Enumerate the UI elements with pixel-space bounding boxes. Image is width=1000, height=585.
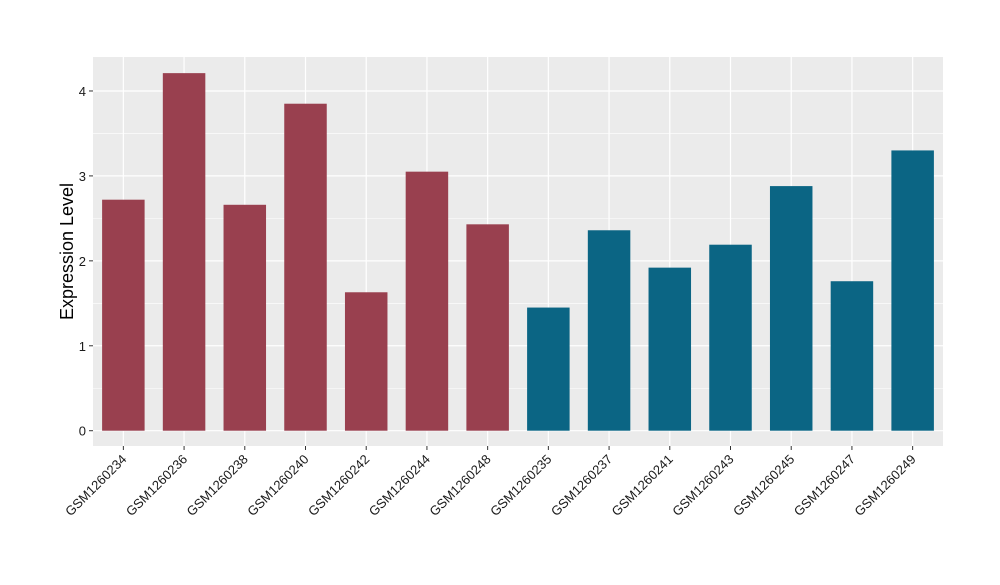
bar-GSM1260243 <box>709 244 752 431</box>
bar-GSM1260238 <box>223 204 267 431</box>
plot-panel <box>93 57 943 446</box>
y-tick-label: 4 <box>79 84 86 99</box>
bar-GSM1260241 <box>648 267 692 431</box>
bar-GSM1260237 <box>587 230 631 431</box>
bar-GSM1260234 <box>102 199 145 431</box>
x-tick-label: GSM1260238 <box>184 452 251 519</box>
y-tick-label: 1 <box>79 339 86 354</box>
x-tick-label: GSM1260242 <box>305 452 372 519</box>
x-tick-label: GSM1260243 <box>669 452 736 519</box>
bar-GSM1260247 <box>830 281 874 431</box>
bar-GSM1260236 <box>162 73 206 431</box>
x-tick-label: GSM1260248 <box>426 452 493 519</box>
bar-GSM1260240 <box>284 103 327 431</box>
bars <box>102 73 934 431</box>
x-tick-label: GSM1260240 <box>244 452 311 519</box>
bar-GSM1260244 <box>405 171 449 431</box>
x-tick-label: GSM1260241 <box>609 452 676 519</box>
x-tick-label: GSM1260235 <box>487 452 554 519</box>
x-tick-label: GSM1260244 <box>366 452 433 519</box>
y-tick-label: 3 <box>79 169 86 184</box>
x-tick-label: GSM1260237 <box>548 452 615 519</box>
y-axis-label: Expression Level <box>57 183 77 320</box>
bar-GSM1260242 <box>344 292 388 431</box>
bar-GSM1260235 <box>527 307 570 431</box>
bar-GSM1260245 <box>769 186 813 431</box>
bar-GSM1260249 <box>891 150 934 431</box>
y-tick-label: 0 <box>79 424 86 439</box>
y-tick-label: 2 <box>79 254 86 269</box>
x-tick-label: GSM1260249 <box>851 452 918 519</box>
x-tick-label: GSM1260245 <box>730 452 797 519</box>
bar-GSM1260248 <box>466 224 509 431</box>
x-tick-label: GSM1260236 <box>123 452 190 519</box>
x-tick-label: GSM1260247 <box>791 452 858 519</box>
x-tick-label: GSM1260234 <box>62 452 129 519</box>
